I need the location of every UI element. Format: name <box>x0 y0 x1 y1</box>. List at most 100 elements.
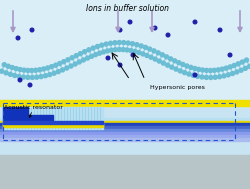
Circle shape <box>234 70 238 74</box>
Bar <box>0 126 250 129</box>
Circle shape <box>66 58 70 62</box>
Circle shape <box>85 56 89 60</box>
Circle shape <box>172 59 176 63</box>
Circle shape <box>89 54 93 58</box>
Circle shape <box>104 42 108 46</box>
Circle shape <box>26 75 30 79</box>
Circle shape <box>6 64 10 68</box>
Bar <box>3 107 102 129</box>
Circle shape <box>204 75 208 79</box>
Bar <box>0 123 250 126</box>
Circle shape <box>143 45 147 49</box>
Circle shape <box>43 74 47 78</box>
Circle shape <box>227 53 231 57</box>
Circle shape <box>121 48 124 52</box>
Text: Acoustic resonator: Acoustic resonator <box>4 105 62 118</box>
Circle shape <box>38 68 42 72</box>
Circle shape <box>22 75 26 79</box>
Circle shape <box>196 67 200 71</box>
Circle shape <box>192 20 196 24</box>
Circle shape <box>178 69 182 73</box>
Circle shape <box>4 71 8 75</box>
Circle shape <box>39 75 43 79</box>
Circle shape <box>73 62 77 66</box>
Circle shape <box>195 74 199 78</box>
Circle shape <box>91 46 95 50</box>
Circle shape <box>112 41 116 45</box>
Circle shape <box>58 61 62 66</box>
Circle shape <box>2 63 6 67</box>
Circle shape <box>134 43 138 47</box>
Circle shape <box>217 75 221 79</box>
Circle shape <box>225 73 229 77</box>
Bar <box>0 132 250 135</box>
Circle shape <box>164 55 168 59</box>
Circle shape <box>182 71 186 75</box>
Circle shape <box>26 68 30 72</box>
Circle shape <box>8 72 12 76</box>
Circle shape <box>64 66 68 70</box>
Circle shape <box>130 42 134 46</box>
Circle shape <box>97 51 101 55</box>
Circle shape <box>190 73 194 77</box>
Circle shape <box>169 65 173 69</box>
Circle shape <box>188 65 192 69</box>
Circle shape <box>62 60 66 64</box>
Circle shape <box>0 69 4 73</box>
Circle shape <box>86 48 90 52</box>
Circle shape <box>160 53 164 57</box>
Circle shape <box>186 72 190 76</box>
Circle shape <box>95 45 99 49</box>
Circle shape <box>151 49 155 53</box>
Circle shape <box>157 59 160 63</box>
Circle shape <box>148 55 152 59</box>
Bar <box>3 124 102 127</box>
Circle shape <box>105 49 109 53</box>
Circle shape <box>138 44 142 48</box>
Bar <box>3 121 102 124</box>
Circle shape <box>147 47 151 51</box>
Circle shape <box>16 36 20 40</box>
Bar <box>0 121 250 123</box>
Circle shape <box>128 20 131 24</box>
Circle shape <box>212 68 216 72</box>
Bar <box>0 100 250 106</box>
Bar <box>0 129 250 132</box>
Circle shape <box>152 57 156 61</box>
Circle shape <box>100 43 103 47</box>
Bar <box>0 0 250 100</box>
Circle shape <box>118 63 121 67</box>
Circle shape <box>227 65 231 69</box>
Circle shape <box>22 68 26 72</box>
Circle shape <box>200 68 204 72</box>
Circle shape <box>244 58 248 62</box>
Text: Ions in buffer solution: Ions in buffer solution <box>86 4 169 13</box>
Circle shape <box>240 60 244 64</box>
Circle shape <box>117 40 121 44</box>
Bar <box>3 107 28 115</box>
Bar <box>0 138 250 141</box>
Text: Hypersonic pores: Hypersonic pores <box>150 85 204 90</box>
Circle shape <box>54 63 58 67</box>
Circle shape <box>78 52 82 56</box>
Circle shape <box>144 53 148 57</box>
Bar <box>0 155 250 189</box>
Circle shape <box>109 48 113 52</box>
Circle shape <box>246 64 250 68</box>
Circle shape <box>52 71 56 75</box>
Circle shape <box>17 74 21 78</box>
Circle shape <box>18 78 22 82</box>
Circle shape <box>10 66 14 70</box>
Circle shape <box>152 26 156 30</box>
Circle shape <box>136 51 140 55</box>
Circle shape <box>180 62 184 66</box>
Circle shape <box>113 48 117 52</box>
Circle shape <box>131 53 134 57</box>
Circle shape <box>69 64 73 68</box>
Circle shape <box>219 67 223 71</box>
Circle shape <box>168 57 172 61</box>
Circle shape <box>101 50 105 54</box>
Circle shape <box>238 68 242 72</box>
Circle shape <box>50 65 54 69</box>
Circle shape <box>161 61 165 65</box>
